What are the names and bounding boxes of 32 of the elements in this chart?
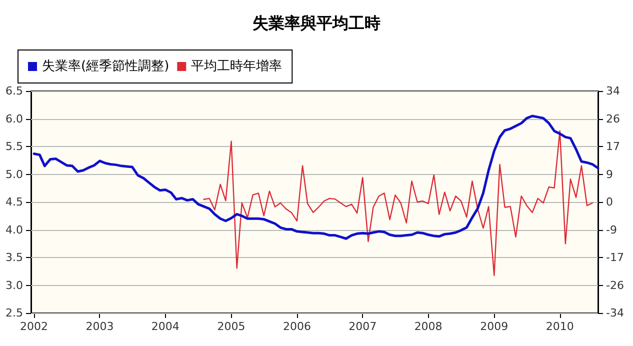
y-tick-label: 3.0 <box>6 278 23 292</box>
y-tick-label: 3.5 <box>6 251 23 264</box>
legend-label: 平均工時年增率 <box>191 58 282 74</box>
y2-tick-label: -26 <box>606 278 624 292</box>
x-tick-label: 2008 <box>414 320 442 333</box>
y-tick-label: 6.5 <box>6 84 23 98</box>
y2-tick-label: 0 <box>606 196 613 208</box>
y2-tick-label: -9 <box>606 223 617 236</box>
x-tick-label: 2002 <box>20 320 48 333</box>
y-tick-label: 5.0 <box>6 168 23 181</box>
x-tick-label: 2003 <box>86 320 114 333</box>
legend-label: 失業率(經季節性調整) <box>42 58 170 74</box>
y2-tick-label: -34 <box>606 306 624 320</box>
y-tick-label: 4.5 <box>6 196 23 208</box>
y2-tick-label: 17 <box>606 140 620 153</box>
x-tick-label: 2009 <box>480 320 508 333</box>
chart-title: 失業率與平均工時 <box>252 14 380 32</box>
y-tick-label: 6.0 <box>6 112 23 126</box>
x-tick-label: 2010 <box>546 320 574 333</box>
x-tick-label: 2005 <box>217 320 246 333</box>
line-series <box>32 114 600 240</box>
y2-tick-label: -17 <box>606 251 624 264</box>
y-tick-label: 5.5 <box>6 140 23 153</box>
y2-tick-label: 26 <box>606 112 620 126</box>
x-tick-label: 2007 <box>348 320 377 333</box>
y-tick-label: 4.0 <box>6 223 23 236</box>
y-tick-label: 2.5 <box>6 306 23 320</box>
y2-tick-label: 9 <box>606 168 613 181</box>
x-tick-label: 2004 <box>151 320 180 333</box>
line-series <box>203 130 594 276</box>
x-tick-label: 2006 <box>282 320 311 333</box>
y2-tick-label: 34 <box>606 84 620 98</box>
